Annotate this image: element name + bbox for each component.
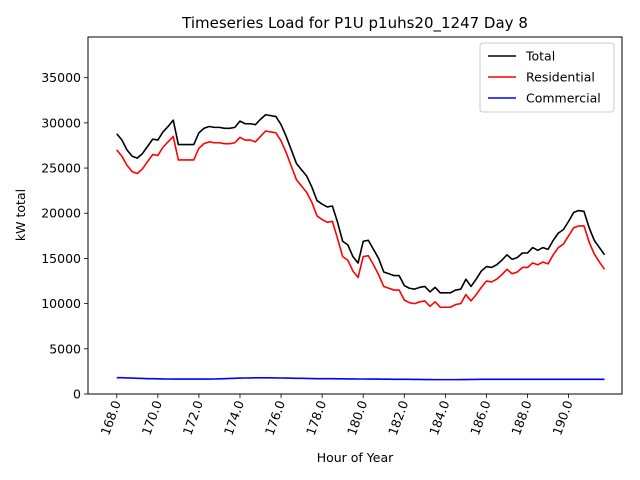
legend-label-commercial: Commercial [526, 91, 601, 106]
y-tick-label: 25000 [41, 161, 81, 176]
y-tick-label: 20000 [41, 206, 81, 221]
axes-frame [87, 36, 623, 395]
y-axis: 0 5000 10000 15000 20000 25000 30000 35000 [41, 70, 88, 402]
legend: Total Residential Commercial [479, 42, 615, 113]
chart-title: Timeseries Load for P1U p1uhs20_1247 Day… [181, 14, 528, 33]
y-tick-label: 30000 [41, 115, 81, 130]
y-tick-label: 0 [73, 387, 81, 402]
y-tick-label: 10000 [41, 296, 81, 311]
series-line-total [116, 113, 606, 294]
x-axis-label: Hour of Year [317, 450, 394, 465]
y-axis-label: kW total [13, 189, 28, 241]
legend-box [479, 42, 615, 113]
series-line-commercial [116, 376, 605, 381]
y-tick-label: 35000 [41, 70, 81, 85]
y-tick-label: 15000 [41, 251, 81, 266]
series-line-residential [116, 130, 606, 309]
legend-label-residential: Residential [526, 70, 595, 85]
series-layer [116, 113, 606, 381]
y-tick-label: 5000 [49, 341, 81, 356]
legend-label-total: Total [525, 49, 555, 64]
